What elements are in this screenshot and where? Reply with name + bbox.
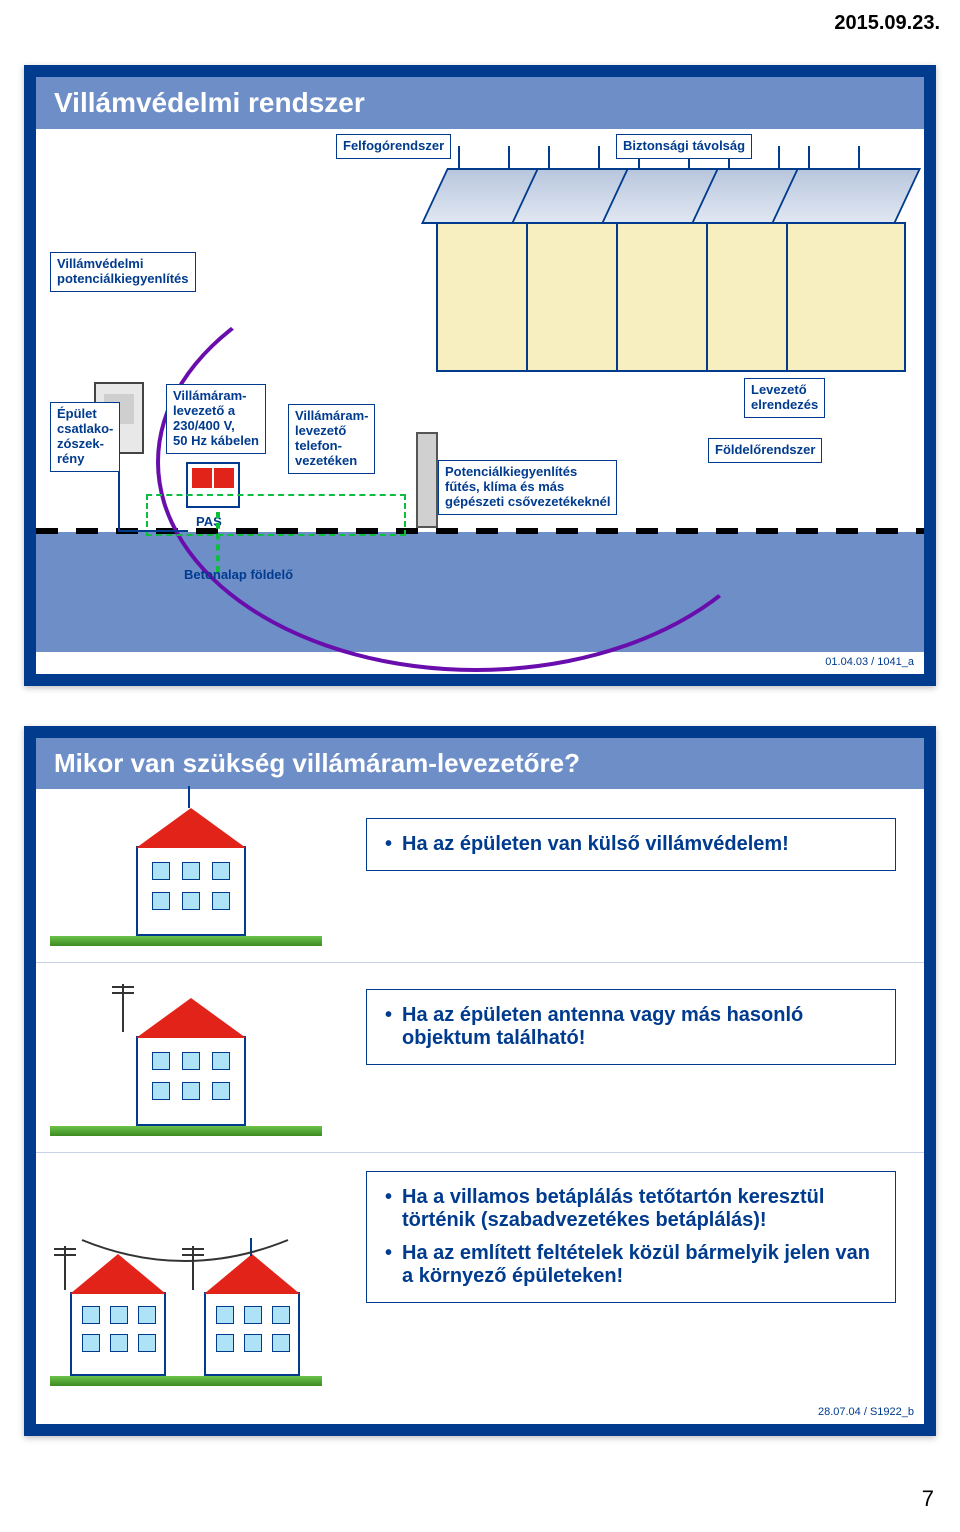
slide2-title: Mikor van szükség villámáram-levezetőre? [36,738,924,792]
bullet-text: Ha az említett feltételek közül bármelyi… [402,1242,877,1288]
slide2-text-1: •Ha az épületen van külső villámvédelem! [366,818,896,871]
label-epulet: Épület csatlako- zószek- rény [50,402,120,472]
house-area-3 [36,1153,336,1402]
slide2-row-1: •Ha az épületen van külső villámvédelem! [36,792,924,962]
pipe-post-icon [416,432,438,528]
slide2-body: •Ha az épületen van külső villámvédelem! [36,792,924,1402]
label-foldelo: Földelőrendszer [708,438,822,463]
overhead-line-icon [70,1232,300,1292]
bullet-text: Ha a villamos betáplálás tetőtartón kere… [402,1186,877,1232]
label-kabel: Villámáram- levezető a 230/400 V, 50 Hz … [166,384,266,454]
slide1-title: Villámvédelmi rendszer [36,77,924,132]
house-area-2 [36,963,336,1152]
slide-2: Mikor van szükség villámáram-levezetőre? [24,726,936,1436]
antenna-icon-2a [64,1246,66,1290]
bullet-text: Ha az épületen antenna vagy más hasonló … [402,1004,877,1050]
antenna-icon [122,984,124,1032]
house-area-1 [36,792,336,962]
slide-1: Villámvédelmi rendszer PAS F [24,65,936,686]
bullet-text: Ha az épületen van külső villámvédelem! [402,833,789,856]
slide2-text-3: •Ha a villamos betáplálás tetőtartón ker… [366,1171,896,1303]
slide2-row-3: •Ha a villamos betáplálás tetőtartón ker… [36,1152,924,1402]
label-felfogo: Felfogórendszer [336,134,451,159]
label-potencial: Potenciálkiegyenlítés fűtés, klíma és má… [438,460,617,515]
conductor-line-2 [118,530,188,532]
label-biztonsagi: Biztonsági távolság [616,134,752,159]
label-telefon: Villámáram- levezető telefon- vezetéken [288,404,375,474]
label-betonalap: Betonalap földelő [178,564,299,587]
page-date: 2015.09.23. [0,0,960,41]
label-levezeto: Levezető elrendezés [744,378,825,418]
label-potkieg: Villámvédelmi potenciálkiegyenlítés [50,252,196,292]
slide1-diagram: PAS Felfogórendszer Biztonsági távolság … [36,132,924,652]
bonding-line-2 [216,512,220,572]
page-number: 7 [0,1476,960,1532]
slide2-text-2: •Ha az épületen antenna vagy más hasonló… [366,989,896,1065]
slide2-ref: 28.07.04 / S1922_b [36,1402,924,1424]
slide2-row-2: •Ha az épületen antenna vagy más hasonló… [36,962,924,1152]
